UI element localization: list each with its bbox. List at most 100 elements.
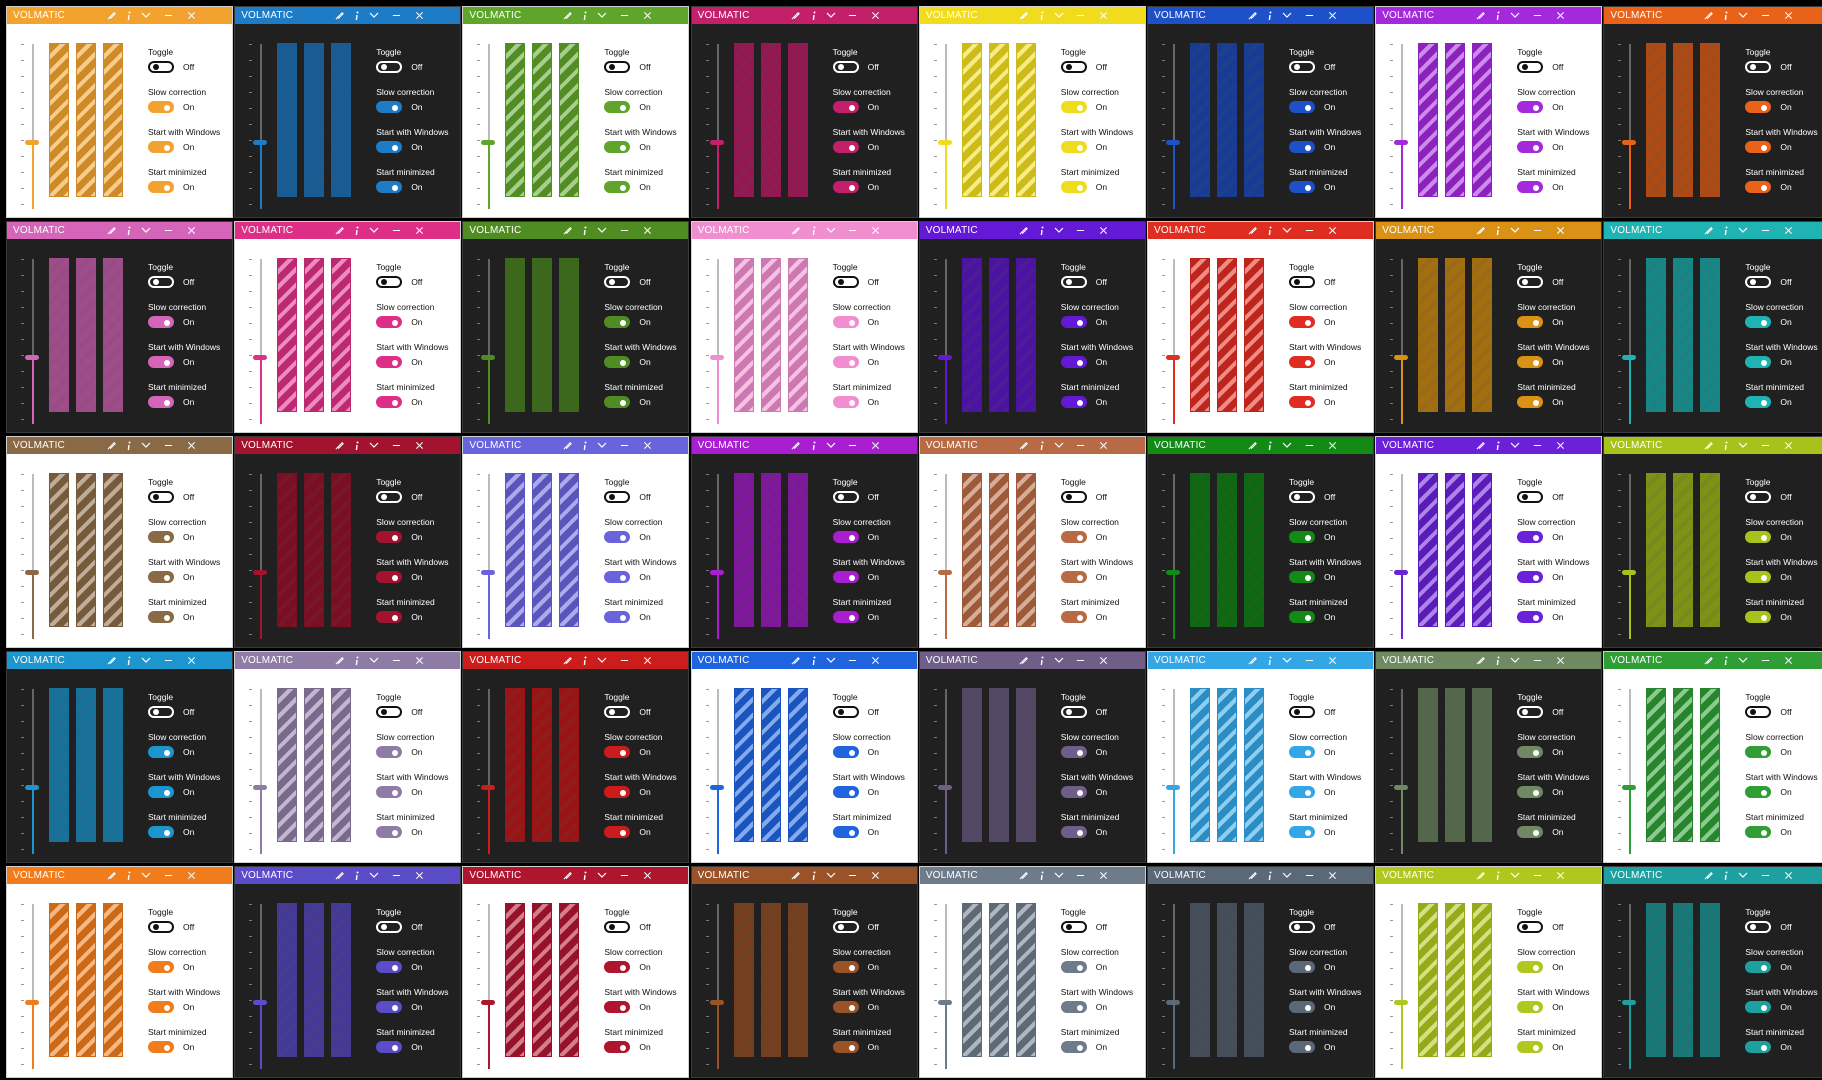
info-icon[interactable] <box>577 222 593 239</box>
volume-slider-thumb[interactable] <box>1622 140 1637 145</box>
chevron-down-icon[interactable] <box>1051 437 1067 454</box>
info-icon[interactable] <box>577 7 593 24</box>
volume-slider-thumb[interactable] <box>1166 1000 1180 1005</box>
option-toggle-switch[interactable] <box>1289 396 1315 408</box>
option-toggle-switch[interactable] <box>1289 1001 1315 1013</box>
option-toggle-switch[interactable] <box>376 181 403 193</box>
close-icon[interactable] <box>1552 437 1568 454</box>
option-toggle-switch[interactable] <box>1745 316 1772 328</box>
option-toggle-switch[interactable] <box>1745 356 1772 368</box>
option-toggle-switch[interactable] <box>832 276 859 288</box>
info-icon[interactable] <box>1034 222 1050 239</box>
info-icon[interactable] <box>1718 867 1734 884</box>
info-icon[interactable] <box>1034 867 1050 884</box>
option-toggle-switch[interactable] <box>832 961 859 973</box>
option-toggle-switch[interactable] <box>148 571 174 583</box>
chevron-down-icon[interactable] <box>1051 222 1067 239</box>
option-toggle-switch[interactable] <box>832 786 859 798</box>
volume-slider-track[interactable] <box>32 904 34 1069</box>
option-toggle-switch[interactable] <box>376 276 403 288</box>
option-toggle-switch[interactable] <box>376 531 403 543</box>
info-icon[interactable] <box>121 7 137 24</box>
brush-icon[interactable] <box>103 437 119 454</box>
option-toggle-switch[interactable] <box>1745 1001 1772 1013</box>
volume-slider-thumb[interactable] <box>937 355 952 360</box>
option-toggle-switch[interactable] <box>604 1001 631 1013</box>
volume-slider-track[interactable] <box>716 259 719 424</box>
option-toggle-switch[interactable] <box>604 61 631 73</box>
option-toggle-switch[interactable] <box>1517 316 1544 328</box>
chevron-down-icon[interactable] <box>1735 867 1751 884</box>
volume-slider-thumb[interactable] <box>25 355 39 360</box>
close-icon[interactable] <box>1552 652 1568 669</box>
volume-slider-thumb[interactable] <box>25 785 39 790</box>
minimize-icon[interactable] <box>1073 7 1089 24</box>
option-toggle-switch[interactable] <box>1745 1041 1772 1053</box>
chevron-down-icon[interactable] <box>1735 7 1751 24</box>
option-toggle-switch[interactable] <box>604 396 631 408</box>
chevron-down-icon[interactable] <box>823 222 839 239</box>
option-toggle-switch[interactable] <box>832 491 859 503</box>
option-toggle-switch[interactable] <box>376 1041 403 1053</box>
info-icon[interactable] <box>121 867 137 884</box>
chevron-down-icon[interactable] <box>1507 7 1523 24</box>
chevron-down-icon[interactable] <box>1051 867 1067 884</box>
option-toggle-switch[interactable] <box>376 786 403 798</box>
close-icon[interactable] <box>183 867 199 884</box>
brush-icon[interactable] <box>331 7 347 24</box>
volume-slider-track[interactable] <box>1173 44 1175 209</box>
brush-icon[interactable] <box>788 222 804 239</box>
info-icon[interactable] <box>1262 7 1278 24</box>
option-toggle-switch[interactable] <box>832 141 859 153</box>
title-bar[interactable]: VOLMATIC <box>691 867 917 884</box>
volume-slider-track[interactable] <box>32 689 34 854</box>
volume-slider-thumb[interactable] <box>937 1000 952 1005</box>
option-toggle-switch[interactable] <box>1289 61 1315 73</box>
option-toggle-switch[interactable] <box>1289 746 1315 758</box>
minimize-icon[interactable] <box>616 652 632 669</box>
volume-slider-thumb[interactable] <box>937 785 952 790</box>
volume-slider-thumb[interactable] <box>1622 570 1637 575</box>
option-toggle-switch[interactable] <box>1517 571 1544 583</box>
info-icon[interactable] <box>1034 7 1050 24</box>
option-toggle-switch[interactable] <box>148 1001 174 1013</box>
option-toggle-switch[interactable] <box>604 826 631 838</box>
title-bar[interactable]: VOLMATIC <box>1148 652 1373 669</box>
option-toggle-switch[interactable] <box>1060 1001 1087 1013</box>
info-icon[interactable] <box>1718 7 1734 24</box>
title-bar[interactable]: VOLMATIC <box>235 437 461 454</box>
option-toggle-switch[interactable] <box>832 1001 859 1013</box>
option-toggle-switch[interactable] <box>148 181 174 193</box>
title-bar[interactable]: VOLMATIC <box>235 222 461 239</box>
title-bar[interactable]: VOLMATIC <box>7 867 232 884</box>
title-bar[interactable]: VOLMATIC <box>1148 867 1373 884</box>
option-toggle-switch[interactable] <box>1060 571 1087 583</box>
volume-slider-track[interactable] <box>488 259 491 424</box>
option-toggle-switch[interactable] <box>1517 276 1544 288</box>
title-bar[interactable]: VOLMATIC <box>1604 867 1822 884</box>
option-toggle-switch[interactable] <box>1289 316 1315 328</box>
option-toggle-switch[interactable] <box>1289 101 1315 113</box>
volume-slider-track[interactable] <box>1629 44 1632 209</box>
minimize-icon[interactable] <box>845 652 861 669</box>
brush-icon[interactable] <box>559 222 575 239</box>
brush-icon[interactable] <box>1244 652 1260 669</box>
brush-icon[interactable] <box>1016 867 1032 884</box>
info-icon[interactable] <box>349 222 365 239</box>
volume-slider-track[interactable] <box>944 474 947 639</box>
minimize-icon[interactable] <box>1757 222 1773 239</box>
volume-slider-thumb[interactable] <box>1166 785 1180 790</box>
title-bar[interactable]: VOLMATIC <box>1148 437 1373 454</box>
title-bar[interactable]: VOLMATIC <box>919 652 1145 669</box>
info-icon[interactable] <box>806 7 822 24</box>
chevron-down-icon[interactable] <box>1279 867 1295 884</box>
option-toggle-switch[interactable] <box>1745 141 1772 153</box>
minimize-icon[interactable] <box>1301 867 1317 884</box>
close-icon[interactable] <box>411 222 427 239</box>
brush-icon[interactable] <box>1472 652 1488 669</box>
volume-slider-thumb[interactable] <box>1394 570 1409 575</box>
chevron-down-icon[interactable] <box>1051 652 1067 669</box>
volume-slider-track[interactable] <box>944 689 947 854</box>
minimize-icon[interactable] <box>388 652 404 669</box>
close-icon[interactable] <box>1552 222 1568 239</box>
